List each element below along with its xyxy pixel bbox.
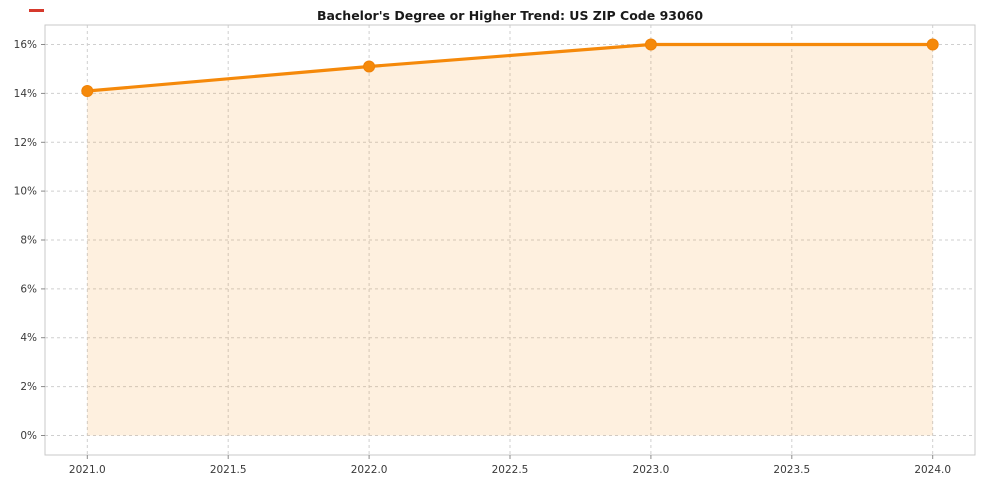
y-axis-tick-label: 14% <box>14 88 37 100</box>
y-axis-tick-label: 8% <box>20 235 37 247</box>
plot-area: 0% 2% 4% 6% 8% 10% 12% 14% 16% 2021.0 2021.5 2022.0… <box>14 24 976 476</box>
x-axis-tick-label: 2022.5 <box>492 464 529 476</box>
data-point-marker <box>81 85 94 97</box>
x-axis-tick-label: 2021.0 <box>69 464 106 476</box>
data-point-marker <box>644 38 657 51</box>
area-fill <box>87 44 933 436</box>
data-point-marker <box>926 38 939 51</box>
y-axis-tick-label: 4% <box>20 332 37 344</box>
y-axis-tick-label: 16% <box>14 39 37 51</box>
x-axis-tick-label: 2024.0 <box>914 464 951 476</box>
x-axis-tick-label: 2023.5 <box>773 464 810 476</box>
y-axis-tick-label: 12% <box>14 137 37 149</box>
x-axis-tick-label: 2022.0 <box>351 464 388 476</box>
y-axis-tick-label: 10% <box>14 186 37 198</box>
red-artifact-mark <box>29 9 44 12</box>
y-axis-tick-label: 0% <box>20 430 37 442</box>
y-axis-tick-label: 2% <box>20 381 37 393</box>
x-axis-tick-label: 2021.5 <box>210 464 247 476</box>
y-axis-tick-label: 6% <box>20 283 37 295</box>
chart-title: Bachelor's Degree or Higher Trend: US ZI… <box>316 8 704 23</box>
data-point-marker <box>363 60 376 73</box>
trend-line <box>85 42 935 93</box>
x-axis-tick-label: 2023.0 <box>633 464 670 476</box>
